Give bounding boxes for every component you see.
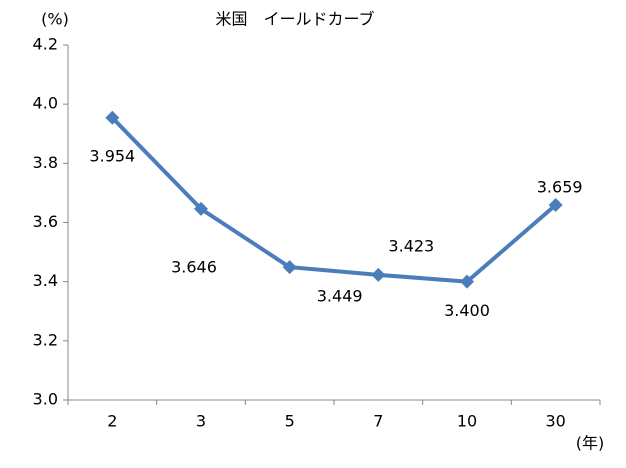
x-tick-label: 5: [285, 412, 295, 431]
marker: [460, 274, 474, 289]
y-tick-label: 4.2: [33, 35, 58, 54]
chart-title: 米国 イールドカーブ: [215, 10, 374, 29]
data-label: 3.954: [89, 146, 135, 165]
data-label: 3.646: [171, 257, 217, 276]
line: [110, 116, 557, 284]
data-label: 3.400: [444, 301, 490, 320]
x-tick-label: 10: [457, 412, 477, 431]
marker: [282, 260, 297, 275]
y-tick-label: 3.8: [33, 153, 58, 172]
y-tick-label: 4.0: [33, 94, 58, 113]
y-axis-label: (%): [41, 10, 69, 29]
y-tick-label: 3.2: [33, 330, 58, 349]
y-tick-label: 3.4: [33, 271, 58, 290]
x-tick-label: 3: [196, 412, 206, 431]
y-tick-label: 3.0: [33, 390, 58, 409]
data-label: 3.423: [388, 236, 434, 255]
x-axis-label: (年): [576, 434, 605, 453]
marker: [105, 110, 120, 125]
x-tick-label: 2: [107, 412, 117, 431]
data-label: 3.449: [317, 287, 363, 306]
x-tick-label: 7: [373, 412, 383, 431]
y-tick-label: 3.6: [33, 212, 58, 231]
marker: [548, 198, 563, 213]
marker: [194, 201, 208, 216]
x-tick-label: 30: [545, 412, 565, 431]
data-label: 3.659: [537, 178, 583, 197]
marker: [371, 267, 386, 282]
